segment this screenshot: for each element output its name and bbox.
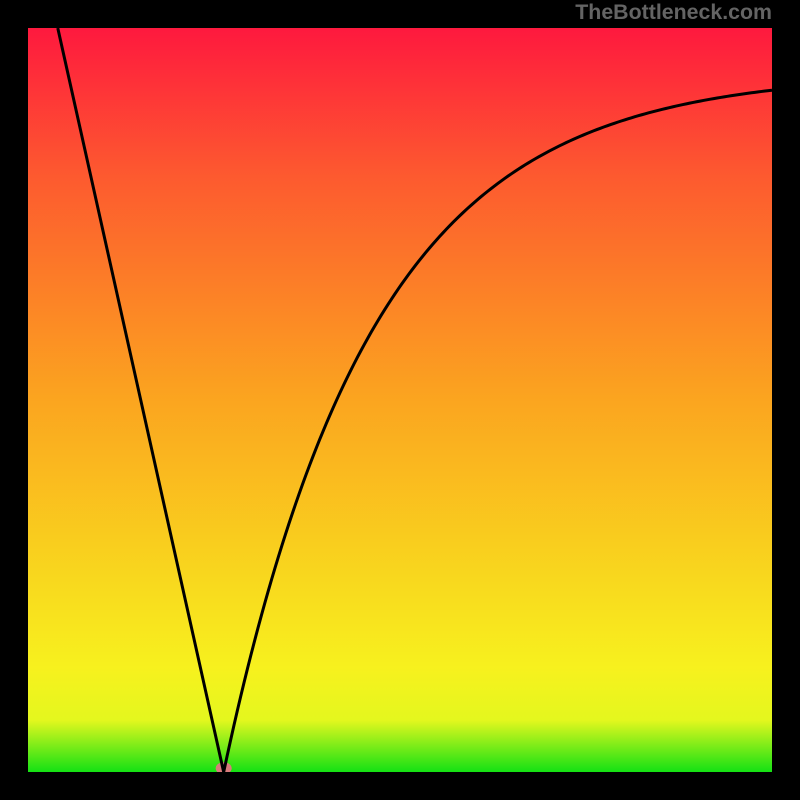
watermark-text: TheBottleneck.com (575, 0, 772, 25)
plot-svg (28, 28, 772, 772)
plot-area (28, 28, 772, 772)
